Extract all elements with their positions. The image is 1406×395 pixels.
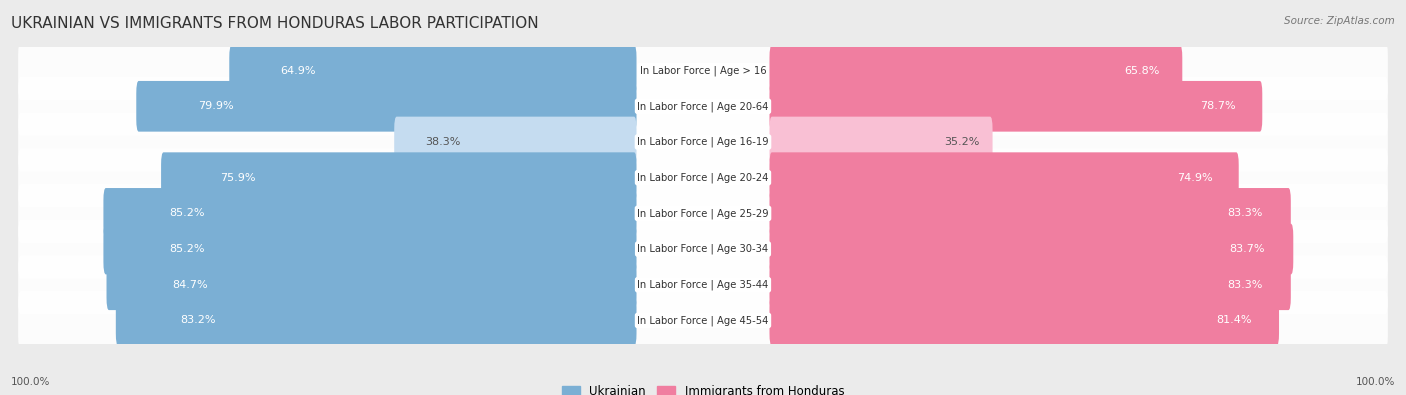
FancyBboxPatch shape [18,113,1388,171]
FancyBboxPatch shape [18,41,1388,100]
Text: 79.9%: 79.9% [198,101,233,111]
FancyBboxPatch shape [18,291,1388,350]
FancyBboxPatch shape [769,81,1263,132]
Text: 75.9%: 75.9% [219,173,256,182]
FancyBboxPatch shape [115,295,637,346]
FancyBboxPatch shape [18,220,1388,278]
Text: 83.2%: 83.2% [180,316,215,325]
Text: In Labor Force | Age 25-29: In Labor Force | Age 25-29 [637,208,769,218]
FancyBboxPatch shape [162,152,637,203]
Text: In Labor Force | Age 20-64: In Labor Force | Age 20-64 [637,101,769,111]
Text: In Labor Force | Age 20-24: In Labor Force | Age 20-24 [637,173,769,183]
FancyBboxPatch shape [18,149,1388,207]
FancyBboxPatch shape [769,260,1291,310]
Text: In Labor Force | Age > 16: In Labor Force | Age > 16 [640,65,766,76]
Text: 83.3%: 83.3% [1227,209,1263,218]
Text: Source: ZipAtlas.com: Source: ZipAtlas.com [1284,16,1395,26]
Text: 100.0%: 100.0% [11,377,51,387]
FancyBboxPatch shape [18,256,1388,314]
Text: In Labor Force | Age 16-19: In Labor Force | Age 16-19 [637,137,769,147]
Text: 78.7%: 78.7% [1199,101,1236,111]
Legend: Ukrainian, Immigrants from Honduras: Ukrainian, Immigrants from Honduras [557,380,849,395]
Text: In Labor Force | Age 45-54: In Labor Force | Age 45-54 [637,315,769,326]
FancyBboxPatch shape [769,295,1279,346]
FancyBboxPatch shape [769,117,993,167]
FancyBboxPatch shape [136,81,637,132]
FancyBboxPatch shape [769,45,1182,96]
Text: In Labor Force | Age 35-44: In Labor Force | Age 35-44 [637,280,769,290]
Text: 85.2%: 85.2% [169,209,205,218]
Text: 100.0%: 100.0% [1355,377,1395,387]
FancyBboxPatch shape [394,117,637,167]
Text: 84.7%: 84.7% [172,280,208,290]
FancyBboxPatch shape [18,184,1388,243]
FancyBboxPatch shape [769,224,1294,275]
Text: 74.9%: 74.9% [1177,173,1213,182]
Text: 83.3%: 83.3% [1227,280,1263,290]
FancyBboxPatch shape [104,188,637,239]
Text: UKRAINIAN VS IMMIGRANTS FROM HONDURAS LABOR PARTICIPATION: UKRAINIAN VS IMMIGRANTS FROM HONDURAS LA… [11,16,538,31]
Text: 83.7%: 83.7% [1229,244,1265,254]
Text: 38.3%: 38.3% [425,137,461,147]
Text: 65.8%: 65.8% [1125,66,1160,75]
FancyBboxPatch shape [104,224,637,275]
Text: 35.2%: 35.2% [943,137,979,147]
FancyBboxPatch shape [769,152,1239,203]
FancyBboxPatch shape [18,77,1388,135]
Text: 85.2%: 85.2% [169,244,205,254]
Text: 64.9%: 64.9% [280,66,315,75]
FancyBboxPatch shape [229,45,637,96]
FancyBboxPatch shape [769,188,1291,239]
Text: 81.4%: 81.4% [1216,316,1251,325]
FancyBboxPatch shape [107,260,637,310]
Text: In Labor Force | Age 30-34: In Labor Force | Age 30-34 [637,244,769,254]
